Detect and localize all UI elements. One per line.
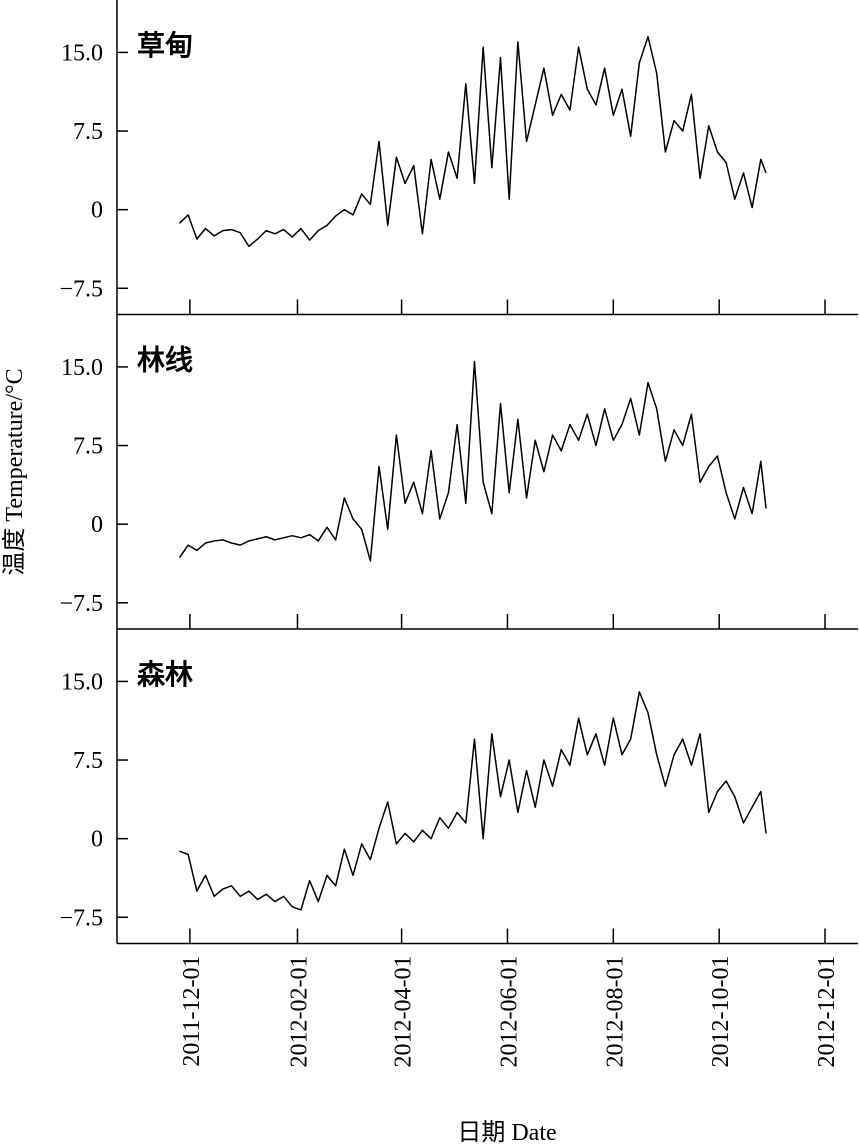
y-tick-label: 15.0 [61,40,103,66]
x-tick-label: 2012-10-01 [708,956,734,1068]
y-tick-label: 7.5 [73,748,103,774]
y-tick-label: −7.5 [59,276,103,302]
y-tick-label: 15.0 [61,355,103,381]
x-axis-label: 日期 Date [457,1120,556,1146]
temperature-line [178,35,767,248]
x-tick-label: 2011-12-01 [179,956,205,1067]
panel-label: 林线 [137,345,193,377]
y-tick-label: 0 [91,198,103,224]
y-tick-label: 0 [91,512,103,538]
x-tick-label: 2012-08-01 [602,956,628,1068]
y-tick-label: 0 [91,827,103,853]
temperature-line [179,691,767,911]
panel-label: 森林 [137,659,193,691]
x-tick-label: 2012-12-01 [814,956,840,1068]
panel-label: 草甸 [137,30,193,62]
y-tick-label: 7.5 [73,119,103,145]
x-tick-label: 2012-06-01 [496,956,522,1068]
y-tick-label: −7.5 [59,591,103,617]
y-tick-label: 7.5 [73,434,103,460]
temperature-line [178,360,767,562]
x-tick-label: 2012-04-01 [391,956,417,1068]
y-tick-label: −7.5 [59,905,103,931]
y-axis-label: 温度 Temperature/°C [1,368,28,575]
x-tick-label: 2012-02-01 [286,956,312,1068]
y-tick-label: 15.0 [61,669,103,695]
